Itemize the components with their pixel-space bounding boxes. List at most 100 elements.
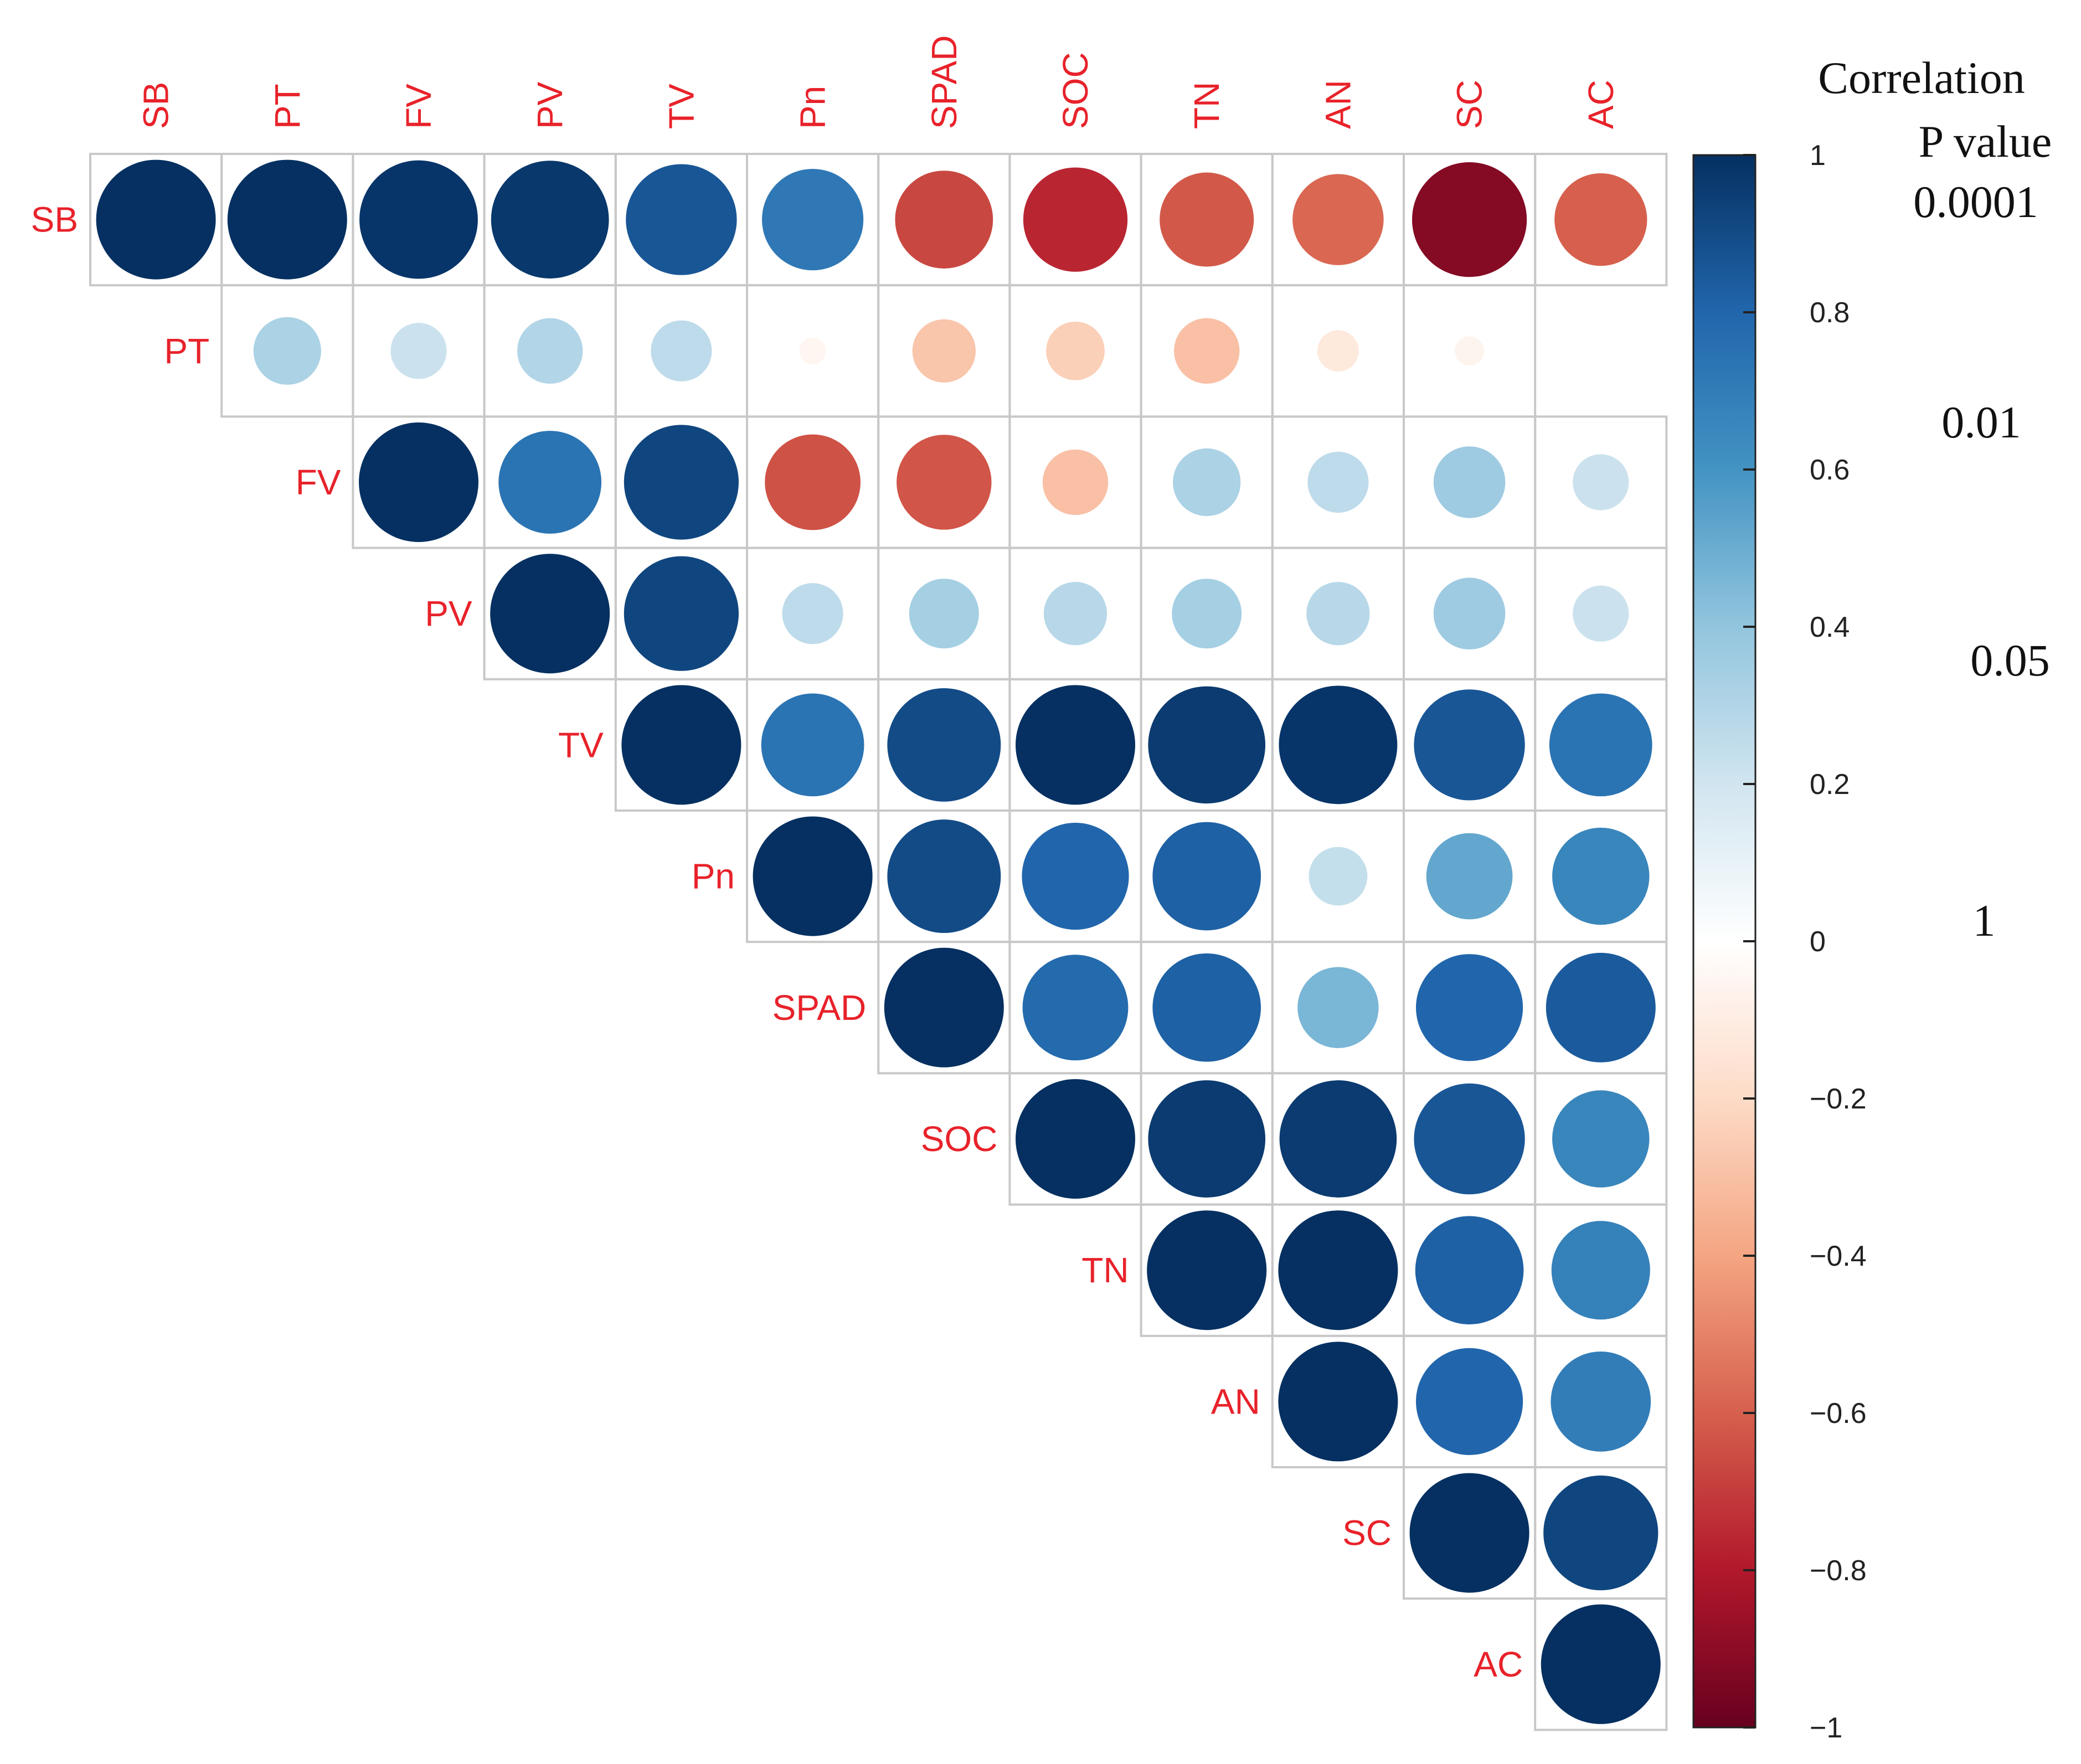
p-value-label: 0.0001 xyxy=(1913,177,2038,227)
correlation-circle-PT-PT xyxy=(253,317,321,385)
correlation-circle-SB-PT xyxy=(227,159,347,280)
correlation-circle-SB-FV xyxy=(359,160,478,279)
legend-p-title: P value xyxy=(1919,116,2052,167)
correlation-circle-PV-SOC xyxy=(1043,582,1108,646)
correlation-circle-SPAD-AN xyxy=(1297,967,1379,1049)
row-label-TV: TV xyxy=(558,725,604,765)
correlation-circle-FV-TN xyxy=(1173,448,1241,517)
correlation-circle-SPAD-TN xyxy=(1152,953,1261,1062)
column-label-SB: SB xyxy=(136,82,176,129)
colorbar-tick-label: 1 xyxy=(1810,140,1826,172)
correlation-circle-SOC-SOC xyxy=(1016,1079,1135,1199)
correlation-circle-TV-SC xyxy=(1414,689,1525,801)
correlation-circle-SPAD-SC xyxy=(1416,954,1523,1061)
correlation-circle-PT-SPAD xyxy=(912,319,976,383)
correlation-circle-SB-TN xyxy=(1160,172,1254,267)
correlation-circle-PT-Pn xyxy=(799,337,826,364)
row-label-SB: SB xyxy=(31,200,78,240)
column-label-SOC: SOC xyxy=(1055,52,1095,129)
legend: Correlation P value 0.0001 0.01 0.05 1 xyxy=(1818,53,2052,946)
correlation-circle-SB-Pn xyxy=(761,168,864,271)
correlation-circle-TN-AN xyxy=(1278,1210,1398,1330)
correlation-circle-Pn-SPAD xyxy=(887,819,1001,933)
correlation-circle-AC-AC xyxy=(1541,1604,1661,1724)
correlation-circle-FV-AN xyxy=(1307,451,1369,513)
colorbar-tick-label: 0 xyxy=(1810,926,1826,958)
column-label-TV: TV xyxy=(661,84,701,129)
correlation-circle-TV-TV xyxy=(621,685,741,805)
p-value-label: 0.01 xyxy=(1941,397,2021,447)
correlation-circle-TN-SC xyxy=(1415,1216,1524,1324)
correlation-circle-SC-AC xyxy=(1543,1476,1658,1591)
correlation-circle-Pn-SOC xyxy=(1022,823,1129,930)
column-label-FV: FV xyxy=(399,84,439,129)
row-label-SC: SC xyxy=(1342,1513,1392,1553)
colorbar-tick-label: 0.4 xyxy=(1810,611,1850,643)
row-label-PV: PV xyxy=(425,594,472,633)
correlation-circle-FV-TV xyxy=(624,425,739,540)
colorbar-tick-label: −0.4 xyxy=(1810,1240,1867,1272)
correlation-circle-SB-PV xyxy=(491,161,609,278)
grid-cell xyxy=(1534,153,1668,287)
colorbar-tick-label: 0.6 xyxy=(1810,454,1850,486)
correlation-circle-SB-SC xyxy=(1412,162,1527,277)
colorbar-tick-label: −1 xyxy=(1810,1712,1842,1744)
colorbar: 1 0.8 0.6 0.4 0.2 0 −0.2 −0.4 −0.6 −0.8 −1 xyxy=(1692,140,1867,1744)
correlation-circle-PT-PV xyxy=(517,318,583,384)
correlation-circle-TN-TN xyxy=(1147,1210,1267,1330)
correlation-circle-PT-SOC xyxy=(1046,321,1105,380)
correlation-circle-SPAD-AC xyxy=(1546,952,1656,1062)
correlation-circle-Pn-AC xyxy=(1552,827,1650,925)
correlation-circle-FV-FV xyxy=(359,422,478,542)
correlation-circle-Pn-AN xyxy=(1309,847,1368,906)
correlation-circle-PV-TV xyxy=(624,556,739,671)
correlation-circle-SB-SPAD xyxy=(895,171,993,269)
column-label-Pn: Pn xyxy=(793,86,833,129)
correlation-circle-Pn-Pn xyxy=(753,816,873,936)
column-label-AC: AC xyxy=(1581,80,1621,129)
correlation-circle-PV-SC xyxy=(1433,577,1506,649)
row-label-AC: AC xyxy=(1474,1644,1523,1684)
colorbar-tick-label: −0.2 xyxy=(1810,1083,1867,1115)
column-label-AN: AN xyxy=(1318,80,1358,129)
correlation-circle-AN-AC xyxy=(1551,1352,1651,1452)
correlation-circle-TV-SOC xyxy=(1016,685,1135,805)
correlation-circle-PV-Pn xyxy=(782,583,843,644)
correlation-circle-PV-AN xyxy=(1306,582,1370,646)
column-labels: SB PT FV PV TV Pn SPAD SOC TN AN SC AC xyxy=(136,35,1621,129)
correlation-circle-FV-SPAD xyxy=(897,435,992,530)
correlation-circle-PV-AC xyxy=(1573,585,1629,642)
column-label-SPAD: SPAD xyxy=(924,35,964,129)
correlation-circle-Pn-TN xyxy=(1152,822,1261,931)
correlation-circles xyxy=(96,159,1661,1724)
correlation-circle-SB-SOC xyxy=(1023,167,1128,272)
correlation-circle-PV-PV xyxy=(490,554,610,674)
correlation-circle-SOC-AC xyxy=(1552,1090,1650,1188)
correlation-circle-SB-AC xyxy=(1554,173,1647,266)
row-label-SPAD: SPAD xyxy=(772,988,867,1028)
row-label-FV: FV xyxy=(296,462,341,502)
colorbar-tick-label: 0.2 xyxy=(1810,768,1850,801)
p-value-label: 0.05 xyxy=(1970,635,2050,685)
correlation-circle-SOC-TN xyxy=(1148,1080,1266,1198)
correlation-circle-PT-FV xyxy=(390,323,447,379)
correlation-circle-PT-TN xyxy=(1174,318,1240,384)
correlation-circle-FV-PV xyxy=(498,431,602,534)
row-label-SOC: SOC xyxy=(921,1119,998,1159)
correlation-circle-PT-SC xyxy=(1455,336,1485,366)
correlation-circle-SPAD-SPAD xyxy=(884,947,1004,1067)
correlation-circle-SOC-AN xyxy=(1279,1080,1397,1198)
colorbar-tick-label: −0.8 xyxy=(1810,1555,1867,1587)
correlation-circle-PV-SPAD xyxy=(909,579,979,649)
correlation-circle-SB-AN xyxy=(1292,174,1384,265)
correlation-circle-FV-SOC xyxy=(1042,449,1109,515)
column-label-PT: PT xyxy=(267,84,307,129)
correlation-circle-PT-TV xyxy=(651,320,712,381)
correlation-circle-TV-TN xyxy=(1148,686,1266,804)
correlation-circle-PV-TN xyxy=(1172,579,1242,649)
column-label-TN: TN xyxy=(1187,82,1227,129)
correlation-circle-FV-SC xyxy=(1433,446,1506,518)
column-label-PV: PV xyxy=(530,81,570,129)
correlation-circle-TV-AC xyxy=(1549,693,1652,797)
